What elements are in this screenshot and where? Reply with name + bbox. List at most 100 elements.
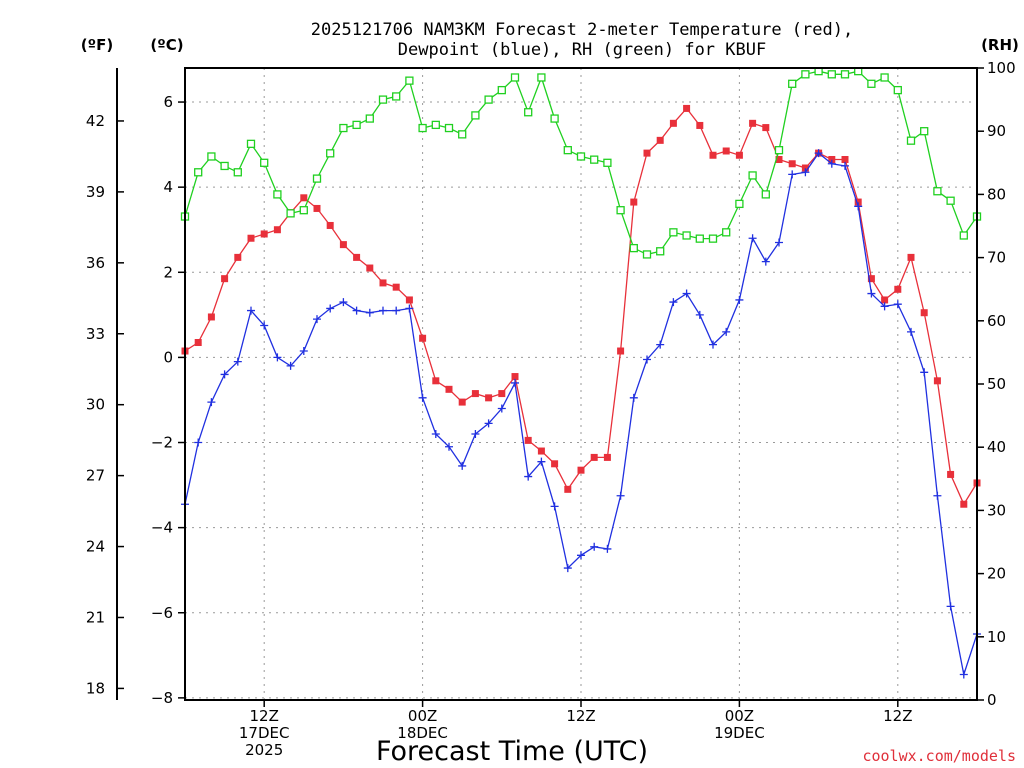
time-tick-label: 17DEC (239, 724, 290, 742)
dewpoint-point (220, 370, 229, 379)
fahrenheit-tick-label: 39 (86, 183, 105, 201)
dewpoint-point (907, 327, 915, 336)
rh-tick-label: 70 (987, 249, 1006, 267)
temperature-point (920, 309, 928, 317)
dewpoint-point (775, 238, 783, 247)
dewpoint-point (497, 404, 506, 413)
dewpoint-point (854, 202, 863, 211)
dewpoint-point (709, 340, 717, 349)
rh-point (484, 95, 493, 104)
rh-point (392, 92, 401, 101)
series-dewpoint (181, 149, 981, 679)
dewpoint-point (365, 308, 374, 317)
rh-point (352, 120, 361, 130)
dewpoint-point (273, 353, 282, 362)
dewpoint-point (233, 357, 242, 366)
dewpoint-point (761, 257, 770, 266)
rh-point (444, 123, 454, 133)
temperature-point (221, 275, 229, 283)
rh-tick-label: 50 (987, 375, 1006, 393)
rh-point (603, 158, 612, 167)
rh-point (893, 85, 902, 95)
temperature-point (207, 313, 215, 321)
temperature-point (300, 194, 308, 202)
temperature-point (551, 460, 559, 468)
temperature-point (696, 121, 704, 129)
fahrenheit-unit-label: (ºF) (81, 36, 113, 54)
temperature-point (564, 485, 572, 493)
rh-point (365, 114, 374, 123)
temperature-point (656, 136, 664, 144)
temperature-point (643, 149, 651, 157)
rh-point (286, 209, 295, 218)
rh-unit-label: (RH) (981, 36, 1019, 54)
rh-point (207, 152, 216, 161)
temperature-point (603, 453, 611, 461)
temperature-point (960, 500, 968, 508)
rh-point (378, 95, 388, 104)
temperature-point (524, 436, 532, 444)
temperature-point (405, 296, 413, 304)
dewpoint-point (616, 491, 625, 500)
time-tick-label: 19DEC (714, 724, 765, 742)
temperature-point (498, 390, 506, 398)
rh-point (761, 190, 770, 199)
temperature-point (392, 283, 400, 291)
rh-point (669, 228, 678, 237)
temperature-point (762, 124, 770, 132)
temperature-point (735, 151, 743, 159)
series-layer (180, 67, 982, 679)
dewpoint-point (590, 542, 599, 551)
temperature-point (419, 334, 427, 342)
dewpoint-point (247, 306, 255, 315)
series-line-dewpoint (184, 152, 978, 678)
rh-point (220, 161, 229, 171)
temperature-point (194, 339, 202, 347)
dewpoint-point (471, 430, 480, 439)
dewpoint-point (326, 304, 335, 313)
rh-point (431, 120, 440, 130)
dewpoint-point (814, 149, 823, 158)
rh-tick-label: 10 (987, 628, 1006, 646)
rh-point (880, 73, 889, 82)
rh-axis: 0 10 20 30 40 50 60 70 80 90 100 (977, 59, 1016, 709)
dewpoint-point (299, 347, 308, 356)
rh-point (735, 199, 744, 209)
celsius-tick-label: −4 (151, 519, 173, 537)
rh-point (682, 231, 691, 240)
rh-point (537, 73, 546, 82)
dewpoint-point (431, 430, 440, 439)
temperature-point (854, 198, 862, 206)
celsius-tick-label: 2 (163, 263, 173, 281)
dewpoint-point (827, 159, 836, 168)
rh-tick-label: 60 (987, 312, 1006, 330)
dewpoint-point (867, 289, 876, 298)
fahrenheit-tick-label: 36 (86, 254, 105, 272)
rh-tick-label: 100 (987, 59, 1016, 77)
dewpoint-point (880, 302, 889, 311)
temperature-point (537, 447, 545, 455)
temperature-point (709, 151, 717, 159)
dewpoint-point (920, 368, 929, 377)
rh-point (471, 111, 480, 120)
rh-tick-label: 20 (987, 565, 1006, 583)
rh-point (550, 114, 559, 123)
rh-point (708, 234, 718, 243)
rh-tick-label: 90 (987, 122, 1006, 140)
rh-point (959, 231, 968, 240)
rh-point (260, 158, 269, 167)
credit-text: coolwx.com/models (862, 747, 1016, 765)
celsius-tick-label: −6 (151, 604, 173, 622)
dewpoint-point (550, 502, 559, 511)
temperature-point (247, 234, 255, 242)
rh-point (616, 206, 625, 215)
celsius-tick-label: −8 (151, 689, 173, 707)
chart-title-line-1: 2025121706 NAM3KM Forecast 2-meter Tempe… (311, 20, 853, 40)
dewpoint-point (748, 234, 757, 243)
fahrenheit-tick-label: 18 (86, 679, 105, 697)
dewpoint-point (524, 472, 533, 481)
series-line-rh (184, 70, 978, 256)
rh-point (339, 123, 348, 133)
plot-frame (184, 67, 978, 701)
fahrenheit-axis: 18 21 24 27 30 33 36 39 42 (86, 112, 124, 697)
